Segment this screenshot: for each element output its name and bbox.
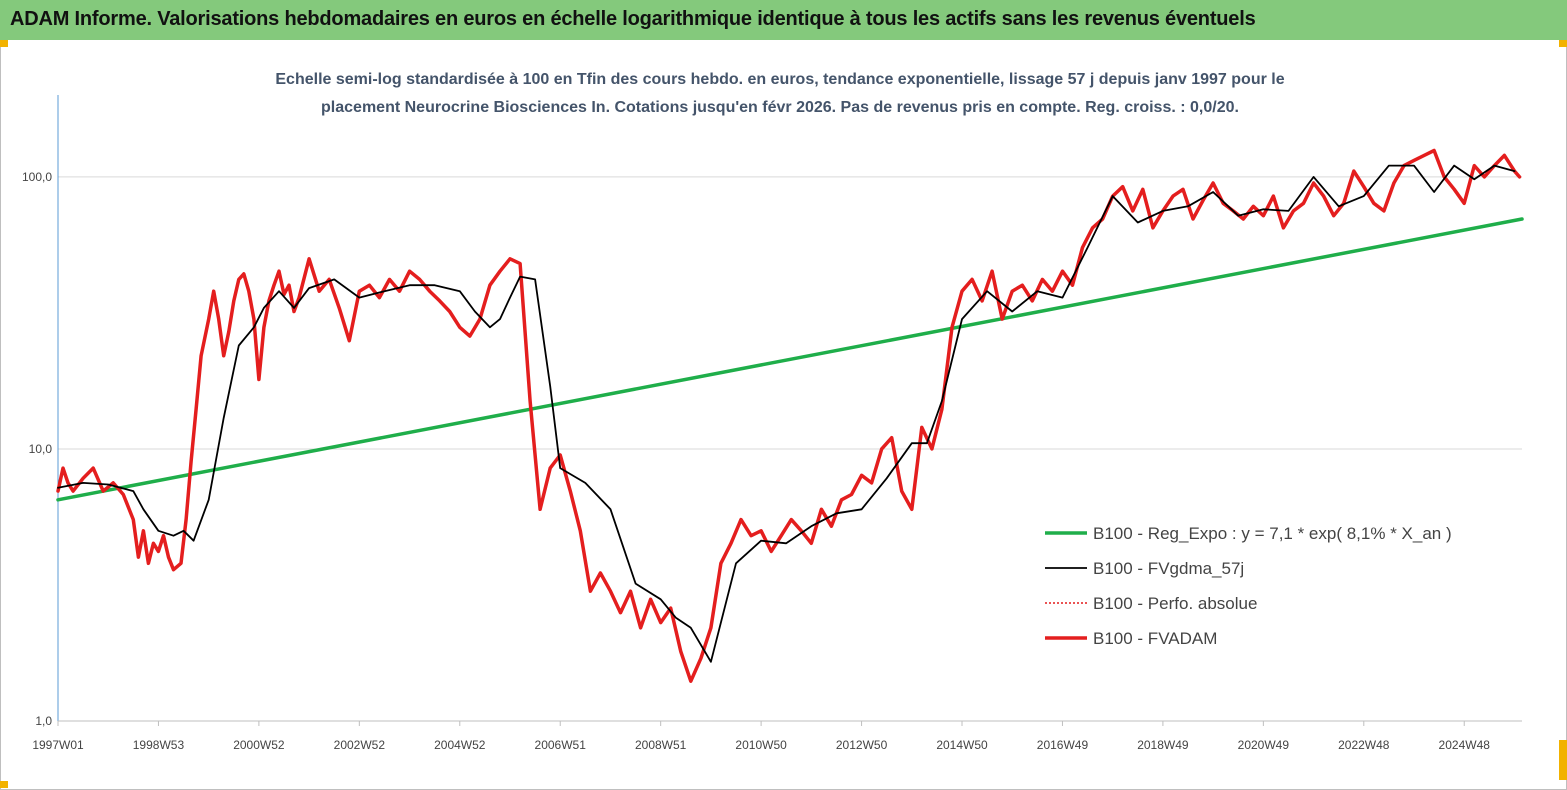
chart-subtitle-line-1: Echelle semi-log standardisée à 100 en T… xyxy=(275,71,1285,88)
axes: 1,0 10,0 100,0 1997W01 1998W53 2000W52 2002W52… xyxy=(22,95,1522,752)
header-banner: ADAM Informe. Valorisations hebdomadaire… xyxy=(0,0,1567,40)
y-tick-label: 1,0 xyxy=(35,714,52,728)
x-tick-label: 2024W48 xyxy=(1439,738,1491,752)
y-tick-label: 10,0 xyxy=(29,442,53,456)
page-title: ADAM Informe. Valorisations hebdomadaire… xyxy=(10,8,1256,30)
x-tick-label: 2020W49 xyxy=(1238,738,1290,752)
chart-subtitle-line-2: placement Neurocrine Biosciences In. Cot… xyxy=(321,99,1239,116)
series-line-0 xyxy=(56,217,1524,502)
y-tick-label: 100,0 xyxy=(22,170,52,184)
x-tick-label: 2002W52 xyxy=(334,738,386,752)
x-tick-label: 1998W53 xyxy=(133,738,185,752)
corner-accent-bottom-left xyxy=(0,781,8,788)
corner-accent-bottom-right xyxy=(1559,740,1567,780)
x-tick-label: 2010W50 xyxy=(735,738,787,752)
corner-accent-top-right xyxy=(1559,40,1567,47)
x-tick-label: 2008W51 xyxy=(635,738,687,752)
x-tick-label: 2018W49 xyxy=(1137,738,1189,752)
x-tick-label: 2006W51 xyxy=(535,738,587,752)
x-tick-label: 2014W50 xyxy=(936,738,988,752)
x-tick-label: 2004W52 xyxy=(434,738,486,752)
legend-label-1: B100 - FVgdma_57j xyxy=(1093,559,1244,578)
x-tick-label: 2022W48 xyxy=(1338,738,1390,752)
x-tick-label: 1997W01 xyxy=(32,738,84,752)
legend-label-2: B100 - Perfo. absolue xyxy=(1093,594,1257,613)
series-line-1 xyxy=(57,164,1516,663)
x-tick-label: 2012W50 xyxy=(836,738,888,752)
grid-lines xyxy=(58,176,1522,722)
x-tick-label: 2000W52 xyxy=(233,738,285,752)
chart-subtitle: Echelle semi-log standardisée à 100 en T… xyxy=(180,66,1380,122)
legend: B100 - Reg_Expo : y = 7,1 * exp( 8,1% * … xyxy=(1045,524,1452,648)
legend-label-3: B100 - FVADAM xyxy=(1093,629,1217,648)
x-tick-label: 2016W49 xyxy=(1037,738,1089,752)
corner-accent-top-left xyxy=(0,40,8,47)
legend-label-0: B100 - Reg_Expo : y = 7,1 * exp( 8,1% * … xyxy=(1093,524,1452,543)
series-lines xyxy=(56,148,1524,683)
series-line-3 xyxy=(56,148,1522,683)
